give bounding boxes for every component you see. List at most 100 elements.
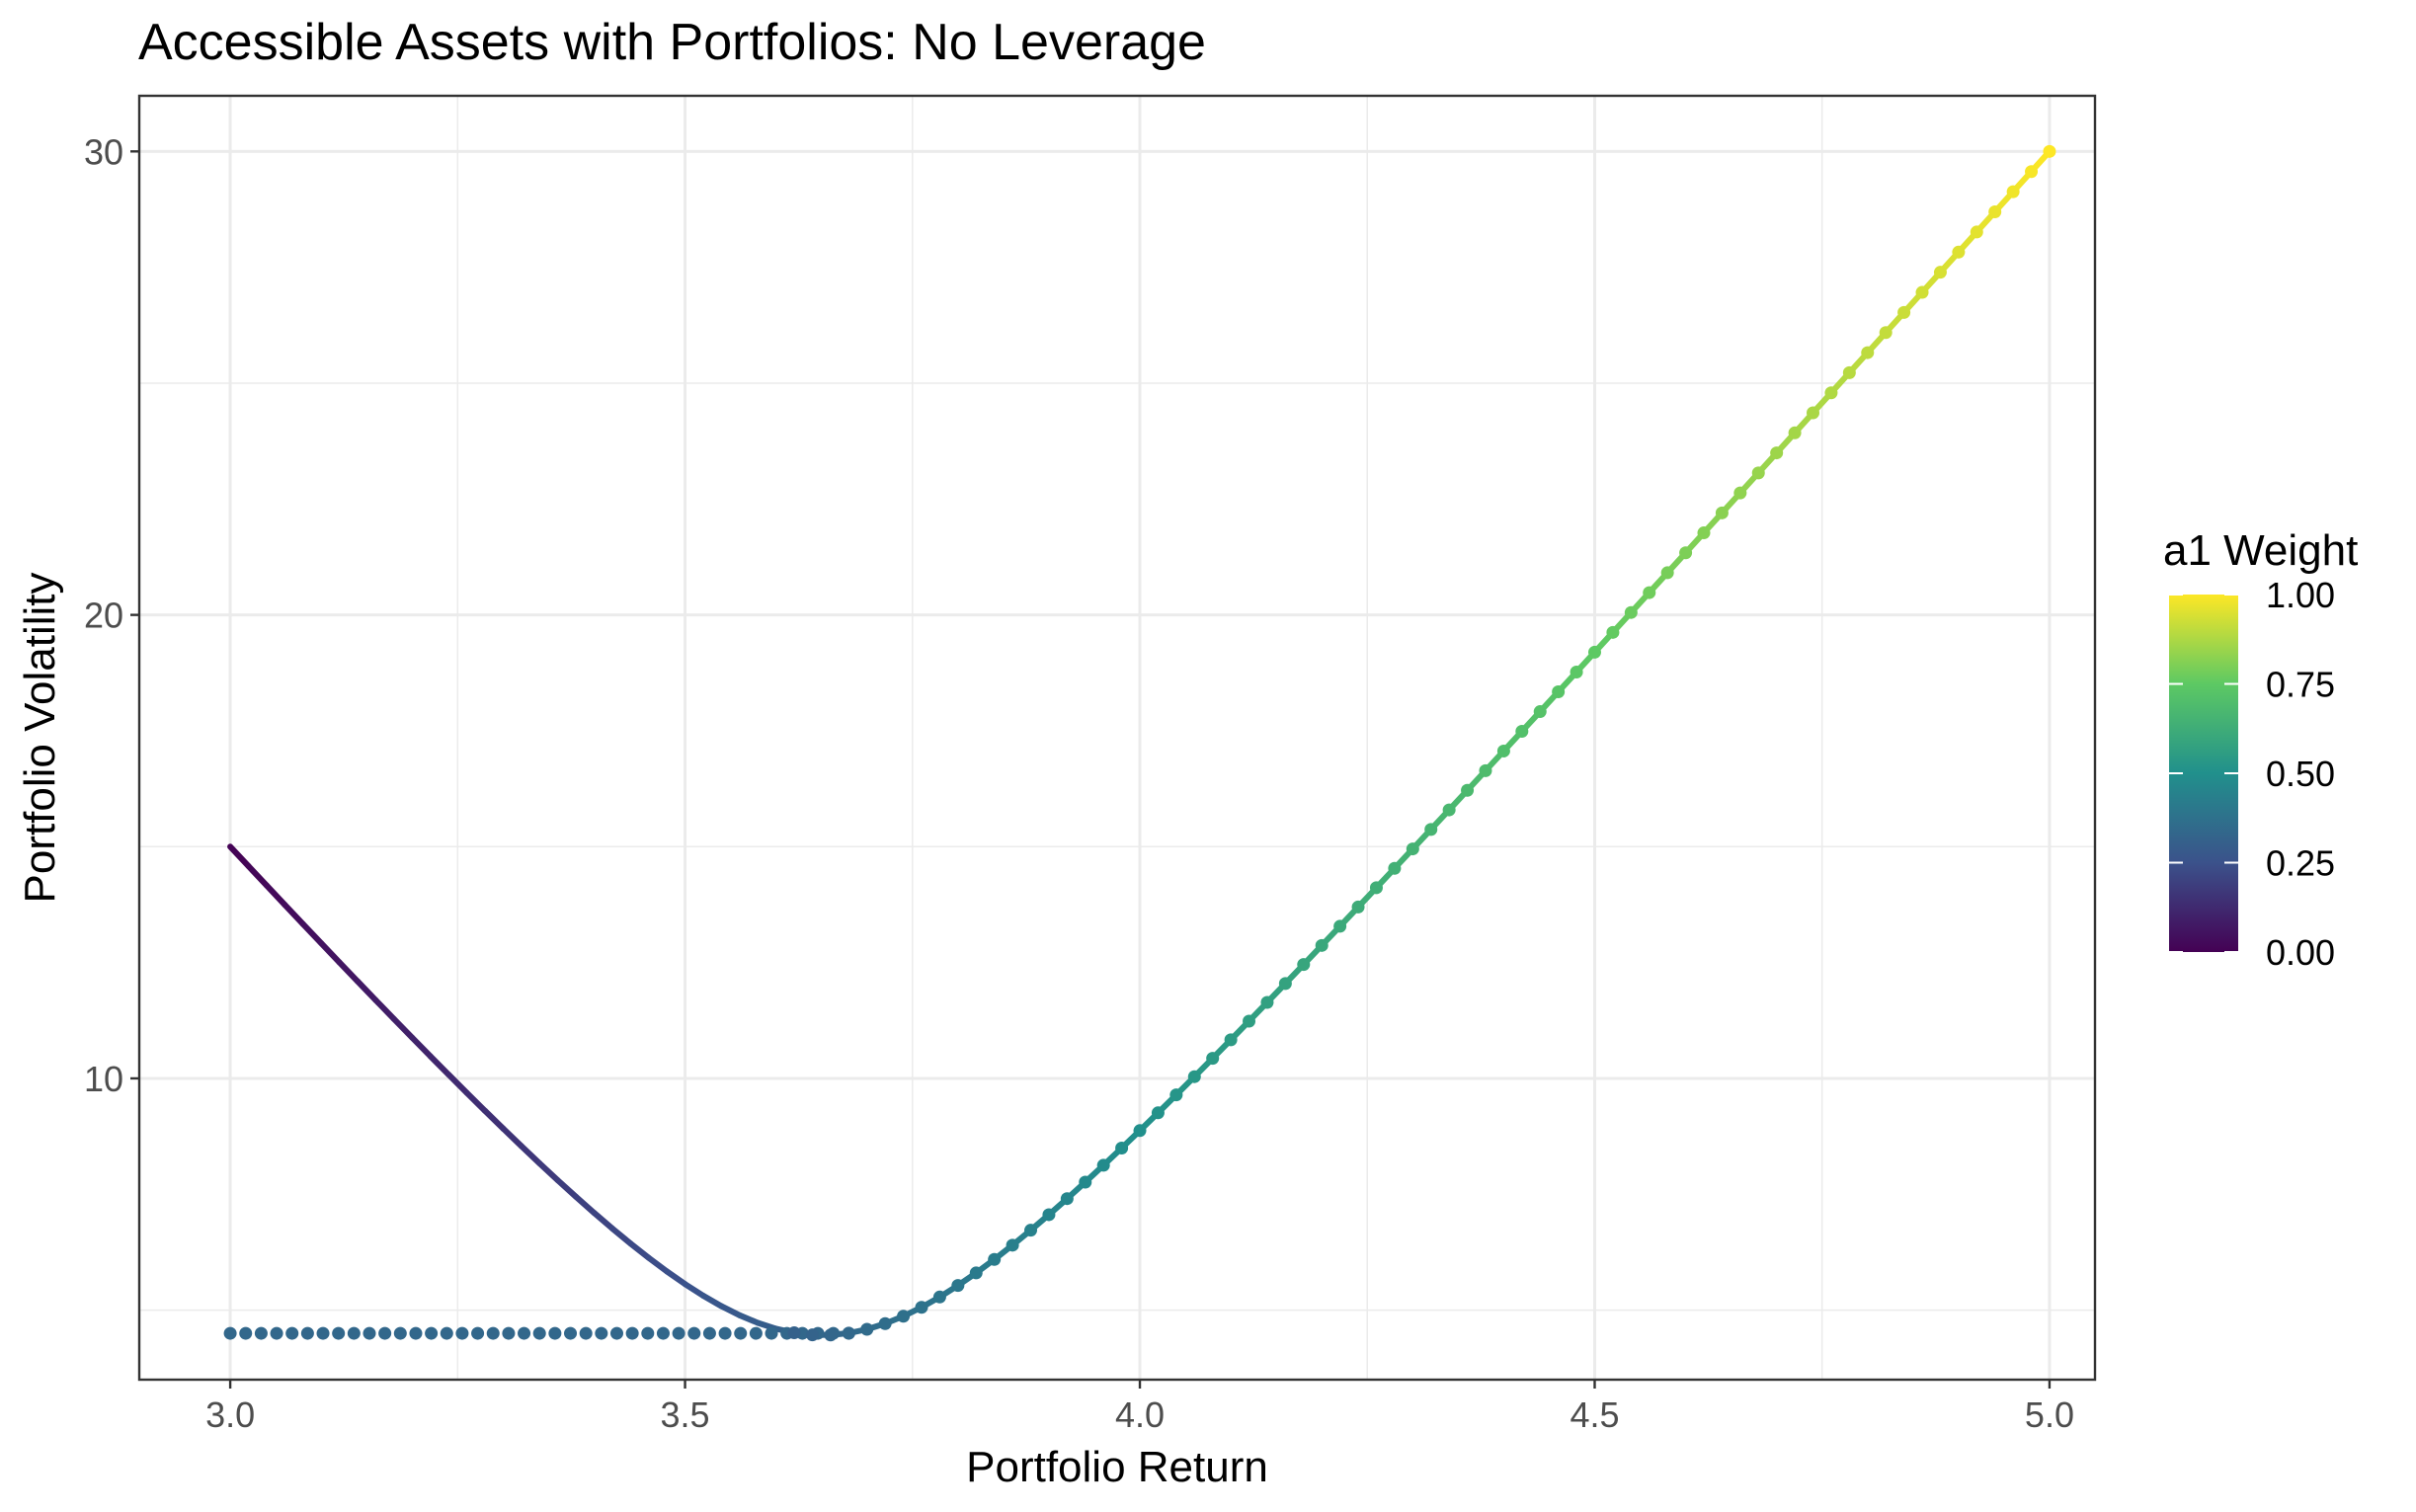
curve-point xyxy=(787,1326,801,1340)
curve-segment xyxy=(318,940,343,966)
curve-segment xyxy=(718,1303,743,1318)
y-tick-label: 20 xyxy=(84,596,123,636)
flat-point xyxy=(609,1326,623,1340)
curve-point xyxy=(1933,266,1947,279)
x-axis-title: Portfolio Return xyxy=(966,1443,1268,1491)
curve-point xyxy=(878,1316,892,1330)
curve-point xyxy=(1333,919,1347,933)
grid xyxy=(139,96,2095,1380)
curve-point xyxy=(1151,1106,1165,1120)
curve-segment xyxy=(463,1089,488,1114)
colorbar-tick-label: 0.50 xyxy=(2266,754,2335,794)
curve-point xyxy=(1915,285,1929,299)
curve-point xyxy=(1533,705,1547,719)
curve-point xyxy=(1624,605,1638,619)
curve-point xyxy=(1697,526,1711,540)
curve-point xyxy=(1733,486,1747,500)
curve-segment xyxy=(500,1125,524,1150)
flat-point xyxy=(239,1326,253,1340)
curve-point xyxy=(915,1301,928,1314)
colorbar-tick-label: 0.00 xyxy=(2266,932,2335,973)
curve-point xyxy=(842,1326,855,1340)
flat-point xyxy=(672,1326,685,1340)
flat-point xyxy=(579,1326,593,1340)
curve-segment xyxy=(481,1107,507,1132)
curve-segment xyxy=(372,996,397,1022)
flat-point xyxy=(518,1326,531,1340)
curve-point xyxy=(1096,1158,1110,1172)
curve-point xyxy=(824,1328,838,1342)
curve-point xyxy=(1788,426,1802,439)
curve-point xyxy=(988,1252,1002,1266)
curve-point xyxy=(1897,305,1911,319)
y-tick-label: 10 xyxy=(84,1059,123,1099)
curve-point xyxy=(1206,1052,1220,1066)
curve-point xyxy=(1988,205,2002,219)
curve-segment xyxy=(245,862,270,889)
curve-segment xyxy=(282,902,306,927)
flat-point xyxy=(564,1326,578,1340)
curve-point xyxy=(1751,466,1765,480)
curve-segment xyxy=(299,920,325,947)
curve-point xyxy=(1315,938,1329,952)
curve-point xyxy=(932,1290,946,1304)
flat-point xyxy=(486,1326,500,1340)
legend-title: a1 Weight xyxy=(2163,526,2358,575)
flat-point xyxy=(718,1326,732,1340)
flat-point xyxy=(734,1326,748,1340)
curve-point xyxy=(1187,1070,1201,1083)
curve-segment xyxy=(518,1143,543,1166)
curve-point xyxy=(2025,165,2039,179)
curve-point xyxy=(1224,1033,1238,1047)
curve-point xyxy=(1024,1224,1038,1237)
colorbar-tick-label: 1.00 xyxy=(2266,575,2335,615)
curve-point xyxy=(1461,783,1475,797)
legend: a1 Weight 0.00 0.25 0.50 0.75 1.00 xyxy=(2163,526,2358,973)
curve-point xyxy=(1006,1238,1019,1252)
plot-panel xyxy=(139,96,2095,1380)
flat-point xyxy=(471,1326,485,1340)
flat-point xyxy=(548,1326,562,1340)
curve-point xyxy=(1606,625,1620,639)
flat-point xyxy=(749,1326,763,1340)
curve-point xyxy=(1115,1141,1129,1154)
flat-point xyxy=(502,1326,516,1340)
flat-point xyxy=(332,1326,346,1340)
curve-segment xyxy=(682,1281,706,1300)
flat-point xyxy=(440,1326,453,1340)
curve-point xyxy=(2006,185,2020,199)
flat-point xyxy=(532,1326,546,1340)
curve-segment xyxy=(736,1312,762,1326)
curve-point xyxy=(1133,1124,1147,1138)
curve-point xyxy=(1351,900,1365,914)
curve-point xyxy=(969,1266,983,1280)
curve-segment xyxy=(263,882,288,909)
flat-point xyxy=(425,1326,439,1340)
x-tick-label: 4.0 xyxy=(1115,1394,1165,1435)
curve-point xyxy=(1369,881,1383,895)
flat-point xyxy=(316,1326,330,1340)
flat-point xyxy=(347,1326,361,1340)
x-tick-label: 5.0 xyxy=(2025,1394,2074,1435)
curve-point xyxy=(1260,995,1274,1009)
curve-segment xyxy=(445,1072,470,1096)
flat-point xyxy=(300,1326,314,1340)
curve-point xyxy=(805,1328,819,1342)
curve-segment xyxy=(336,959,362,985)
x-tick-label: 3.5 xyxy=(661,1394,710,1435)
curve-point xyxy=(1660,566,1674,580)
curve-segment xyxy=(699,1293,725,1310)
curve-segment xyxy=(536,1159,561,1184)
curve-point xyxy=(1297,958,1311,972)
flat-point xyxy=(362,1326,376,1340)
flat-point xyxy=(455,1326,469,1340)
curve-point xyxy=(1552,685,1566,699)
y-axis-title: Portfolio Volatility xyxy=(16,572,64,903)
colorbar-tick-label: 0.75 xyxy=(2266,665,2335,705)
curve-point xyxy=(1424,823,1438,836)
curve-segment xyxy=(355,978,379,1003)
curve-segment xyxy=(390,1015,416,1041)
curve-point xyxy=(1952,245,1966,259)
curve-point xyxy=(860,1322,874,1336)
curve-segment xyxy=(427,1053,452,1078)
